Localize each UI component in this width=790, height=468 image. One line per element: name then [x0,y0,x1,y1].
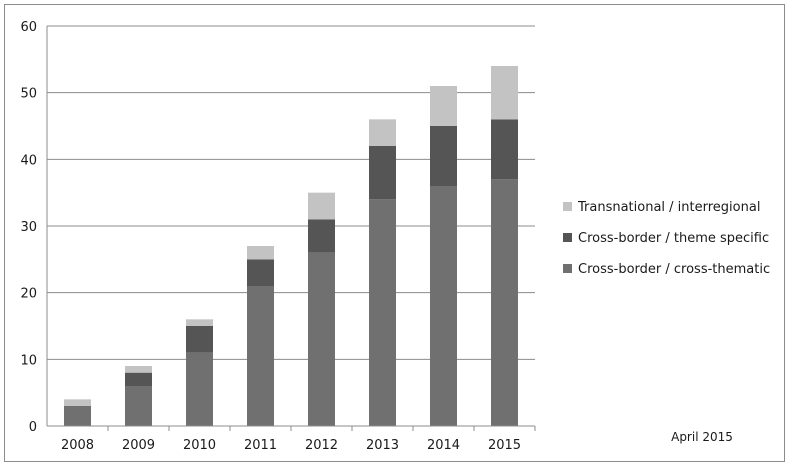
bar-segment [186,352,213,426]
y-tick-label: 40 [20,153,37,168]
bar-segment [308,252,335,426]
bar-segment [186,319,213,326]
bar-segment [369,199,396,426]
x-tick-label: 2015 [488,438,521,453]
legend-label: Transnational / interregional [577,200,760,215]
bar-segment [125,386,152,426]
bar-segment [247,259,274,286]
bars [64,66,518,426]
bar-segment [308,219,335,253]
date-annotation: April 2015 [671,430,733,444]
x-tick-label: 2012 [305,438,338,453]
y-tick-label: 0 [29,420,37,435]
bar-segment [308,192,335,220]
y-tick-label: 50 [20,87,37,102]
bar-segment [369,146,396,200]
legend-label: Cross-border / cross-thematic [578,262,770,277]
y-tick-label: 30 [20,220,37,235]
x-tick-label: 2014 [427,438,460,453]
x-tick-label: 2013 [366,438,399,453]
legend-swatch [563,202,572,211]
x-tick-labels: 2008 2009 2010 2011 2012 2013 2014 2015 [61,426,536,453]
x-tick-label: 2011 [244,438,277,453]
x-tick-label: 2008 [61,438,94,453]
bar-segment [430,186,457,426]
x-tick-label: 2009 [122,438,155,453]
bar-segment [491,66,518,120]
legend-swatch [563,233,572,242]
gridlines [47,25,535,360]
bar-segment [64,406,91,426]
x-tick-label: 2010 [183,438,216,453]
y-tick-label: 10 [20,353,37,368]
bar-segment [369,119,396,146]
bar-segment [491,179,518,426]
bar-segment [64,399,91,406]
legend: Transnational / interregional Cross-borde… [563,200,770,277]
bar-segment [247,286,274,426]
y-tick-label: 60 [20,20,37,35]
legend-label: Cross-border / theme specific [578,231,769,246]
y-tick-label: 20 [20,287,37,302]
bar-segment [430,86,457,126]
bar-segment [125,366,152,373]
bar-segment [247,246,274,260]
bar-segment [491,119,518,180]
bar-segment [430,126,457,186]
bar-segment [125,372,152,386]
y-tick-labels: 0 10 20 30 40 50 60 [20,20,37,435]
legend-swatch [563,264,572,273]
bar-segment [186,326,213,353]
